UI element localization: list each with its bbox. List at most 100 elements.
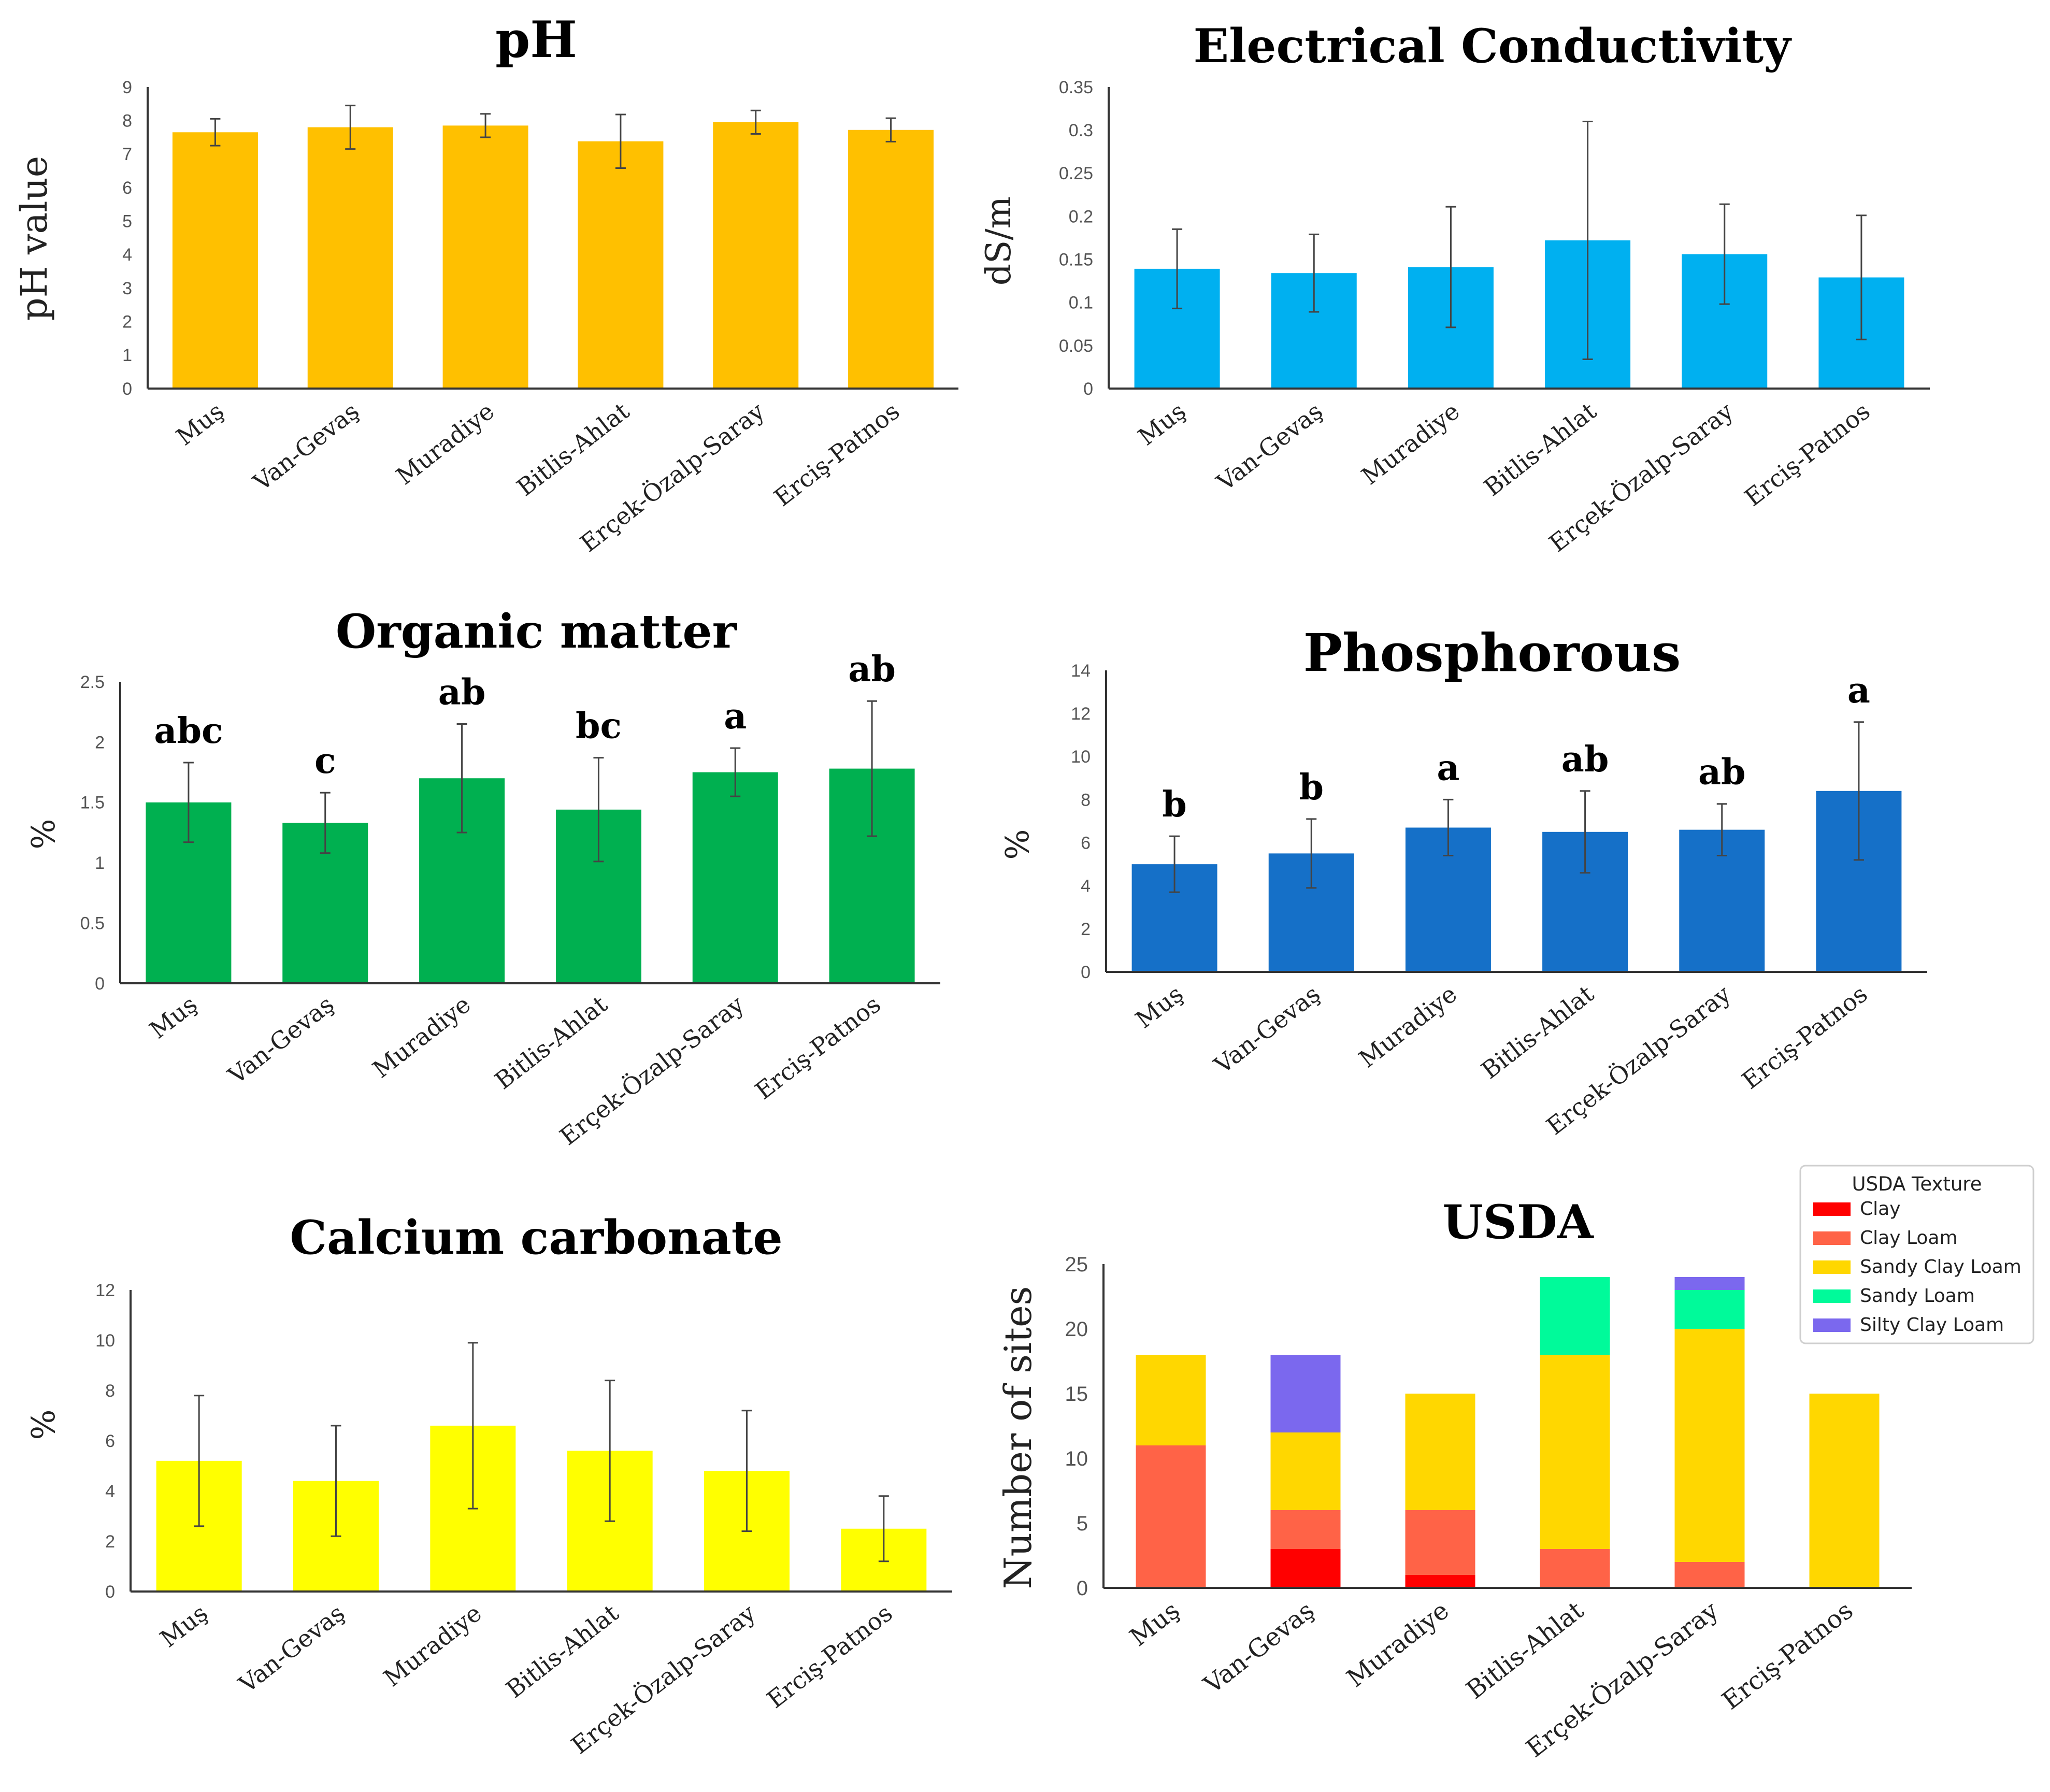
om-error-bars <box>183 700 878 863</box>
p-significance-letters: b b a ab ab a <box>1162 670 1870 825</box>
caco3-x-tick-label: Bitlis-Ahlat <box>501 1599 624 1703</box>
ph-y-tick-label: 9 <box>122 78 132 97</box>
caco3-chart-title: Calcium carbonate <box>290 1210 782 1265</box>
ph-y-tick-label: 5 <box>122 212 132 232</box>
om-y-axis-label: % <box>24 819 62 850</box>
usda-bar-segment <box>1674 1329 1745 1562</box>
caco3-y-tick-label: 0 <box>105 1582 115 1602</box>
p-y-tick-label: 10 <box>1071 747 1091 767</box>
usda-bar-segment <box>1270 1355 1341 1432</box>
ph-y-tick-label: 6 <box>122 178 132 198</box>
ec-y-ticks: 0 0.05 0.1 0.15 0.2 0.25 0.3 0.35 <box>1059 78 1093 399</box>
ph-bar <box>307 127 393 389</box>
ec-chart-title: Electrical Conductivity <box>1193 19 1792 74</box>
om-significance-letter: abc <box>154 710 223 752</box>
ph-x-tick-label: Erciş-Patnos <box>769 397 905 512</box>
p-y-tick-label: 0 <box>1081 963 1091 982</box>
usda-y-tick-label: 0 <box>1077 1577 1088 1600</box>
caco3-chart: Calcium carbonate % 0 2 4 6 8 10 12 Muş Van-Gev… <box>24 1210 952 1759</box>
om-significance-letter: bc <box>576 706 622 747</box>
usda-legend-label: Clay Loam <box>1860 1227 1958 1249</box>
usda-bar-segment <box>1136 1445 1206 1588</box>
om-x-tick-label: Bitlis-Ahlat <box>490 990 613 1095</box>
p-x-tick-label: Bitlis-Ahlat <box>1476 980 1599 1084</box>
usda-y-tick-label: 5 <box>1077 1512 1088 1535</box>
ec-chart: Electrical Conductivity dS/m 0 0.05 0.1 0.1… <box>979 19 1930 557</box>
om-bars <box>146 768 915 983</box>
ph-y-tick-label: 2 <box>122 312 132 332</box>
ec-y-tick-label: 0.15 <box>1059 250 1093 269</box>
p-chart: Phosphorous % b b a ab ab a 0 2 4 6 8 10 12 14 Muş Va… <box>998 622 1927 1140</box>
p-significance-letter: ab <box>1698 752 1746 793</box>
usda-bar-segment <box>1405 1510 1475 1575</box>
usda-bar-segment <box>1270 1510 1341 1549</box>
ph-y-tick-label: 7 <box>122 145 132 164</box>
ec-x-tick-label: Muş <box>1133 397 1191 451</box>
ph-error-bars <box>210 105 896 169</box>
om-x-tick-label: Erciş-Patnos <box>750 990 885 1105</box>
usda-bar-segment <box>1136 1355 1206 1445</box>
ph-x-tick-label: Muradiye <box>391 397 499 490</box>
ph-chart-title: pH <box>495 10 577 69</box>
om-y-tick-label: 0 <box>95 974 105 994</box>
p-y-tick-label: 4 <box>1081 877 1091 896</box>
usda-legend-label: Clay <box>1860 1198 1901 1220</box>
usda-y-tick-label: 15 <box>1065 1383 1088 1406</box>
usda-bar-segment <box>1674 1290 1745 1329</box>
usda-bar-segment <box>1540 1355 1610 1549</box>
om-chart: Organic matter % abc c ab bc a ab 0 0.5 1 1.5 2 2.… <box>24 604 940 1151</box>
usda-y-tick-label: 10 <box>1065 1447 1088 1470</box>
p-chart-title: Phosphorous <box>1303 622 1681 683</box>
usda-legend-box <box>1799 1165 2034 1344</box>
om-y-tick-label: 2 <box>95 733 105 752</box>
ec-error-bars <box>1172 121 1867 360</box>
p-significance-letter: a <box>1437 747 1459 789</box>
usda-bar-segment <box>1674 1277 1745 1290</box>
p-y-tick-label: 14 <box>1071 661 1091 681</box>
ph-y-tick-label: 1 <box>122 346 132 365</box>
usda-legend: USDA Texture Clay Clay Loam Sandy Clay Loa… <box>1799 1165 2034 1344</box>
ec-x-tick-label: Van-Gevaş <box>1211 397 1328 497</box>
p-significance-letter: a <box>1847 670 1870 711</box>
ec-x-ticks: Muş Van-Gevaş Muradiye Bitlis-AhlatErçek-Öz… <box>1133 396 1875 557</box>
om-y-tick-label: 1 <box>95 853 105 873</box>
om-x-tick-label: Muradiye <box>367 990 476 1083</box>
ph-chart: pH pH value 0 1 2 3 4 5 6 7 8 9 Muş Van-Gevaş Murad… <box>13 10 958 557</box>
ec-y-tick-label: 0.05 <box>1059 336 1093 356</box>
ph-y-tick-label: 8 <box>122 111 132 131</box>
ph-bar <box>442 125 528 389</box>
caco3-y-tick-label: 10 <box>95 1331 115 1351</box>
usda-bar-segment <box>1540 1277 1610 1355</box>
caco3-x-tick-label: Muş <box>155 1599 213 1653</box>
ph-bar <box>578 141 664 389</box>
om-y-tick-label: 2.5 <box>80 672 105 692</box>
ec-x-tick-label: Muradiye <box>1356 397 1465 490</box>
usda-legend-label: Sandy Clay Loam <box>1860 1256 2022 1278</box>
om-y-tick-label: 0.5 <box>80 914 105 934</box>
ph-y-tick-label: 0 <box>122 379 132 399</box>
ph-bar <box>713 122 799 389</box>
ph-y-tick-label: 4 <box>122 245 132 265</box>
p-x-tick-label: Muradiye <box>1354 980 1462 1073</box>
om-significance-letter: ab <box>848 649 896 690</box>
p-x-tick-label: Erciş-Patnos <box>1737 980 1872 1095</box>
p-x-tick-label: Van-Gevaş <box>1209 980 1325 1080</box>
p-y-tick-label: 2 <box>1081 920 1091 939</box>
usda-x-tick-label: Van-Gevaş <box>1198 1596 1320 1700</box>
usda-y-axis-label: Number of sites <box>996 1286 1040 1589</box>
caco3-bars <box>156 1425 927 1592</box>
usda-bar-segment <box>1405 1394 1475 1510</box>
usda-legend-items: Clay Clay Loam Sandy Clay Loam Sandy Loam Si… <box>1813 1198 2022 1336</box>
ph-x-tick-label: Muş <box>171 397 229 451</box>
om-x-ticks: Muş Van-Gevaş Muradiye Bitlis-AhlatErçek-Öz… <box>144 990 885 1151</box>
caco3-y-tick-label: 6 <box>105 1431 115 1451</box>
ec-y-axis-label: dS/m <box>979 196 1019 285</box>
usda-legend-swatch <box>1813 1260 1851 1274</box>
ec-y-tick-label: 0.35 <box>1059 78 1093 97</box>
usda-bar-segment <box>1405 1575 1475 1588</box>
caco3-y-tick-label: 4 <box>105 1482 115 1501</box>
usda-legend-swatch <box>1813 1202 1851 1216</box>
ph-bars <box>172 122 934 389</box>
usda-x-tick-label: Muş <box>1124 1596 1185 1652</box>
